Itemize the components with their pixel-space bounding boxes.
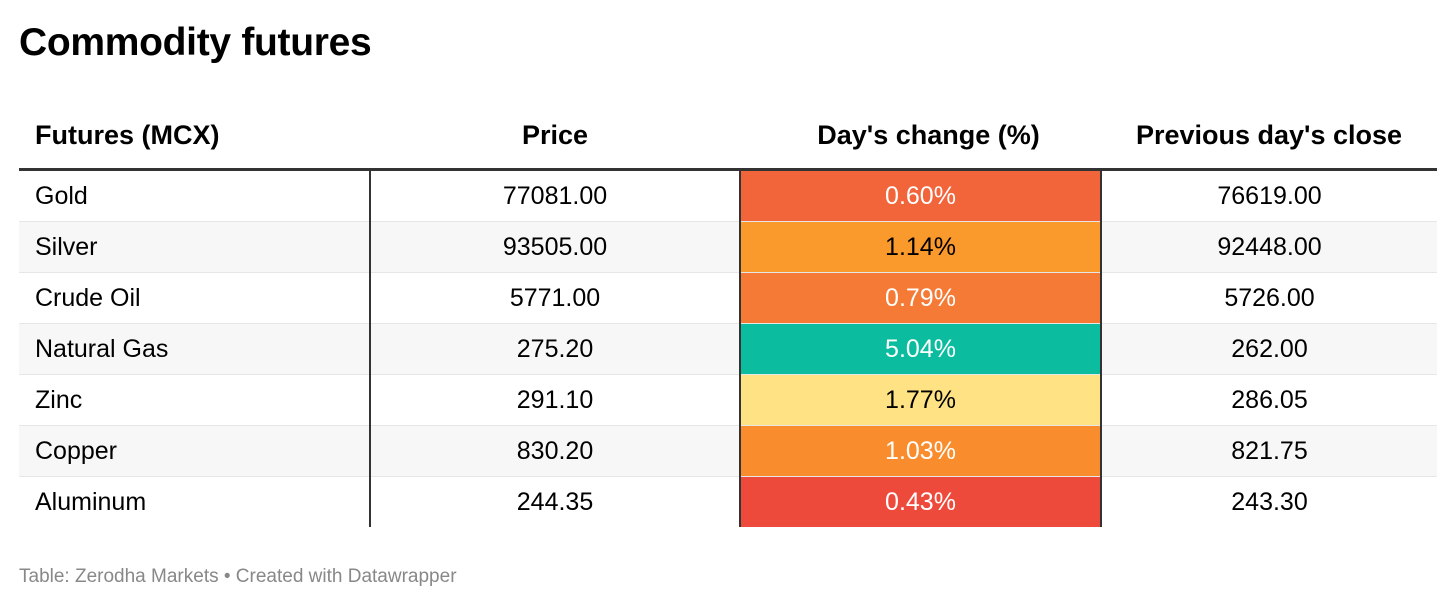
table-header-row: Futures (MCX) Price Day's change (%) Pre… bbox=[19, 103, 1437, 171]
cell-futures: Copper bbox=[19, 425, 371, 477]
table-row: Copper 830.20 1.03% 821.75 bbox=[19, 425, 1437, 477]
cell-previous-close: 76619.00 bbox=[1101, 169, 1437, 222]
cell-previous-close: 92448.00 bbox=[1101, 221, 1437, 273]
cell-days-change: 0.60% bbox=[739, 169, 1102, 222]
column-header-previous-close[interactable]: Previous day's close bbox=[1101, 103, 1437, 171]
cell-days-change: 1.77% bbox=[739, 374, 1102, 426]
table-row: Natural Gas 275.20 5.04% 262.00 bbox=[19, 323, 1437, 375]
cell-price: 830.20 bbox=[370, 425, 740, 477]
cell-price: 244.35 bbox=[516, 487, 594, 516]
cell-futures: Natural Gas bbox=[19, 323, 371, 375]
table-row: Aluminum 244.35 0.43% 243.30 bbox=[19, 476, 1437, 527]
table-row: Crude Oil 5771.00 0.79% 5726.00 bbox=[19, 272, 1437, 324]
cell-days-change: 0.79% bbox=[739, 272, 1102, 324]
table-body: Gold 77081.00 0.60% 76619.00 Silver 93505.00 1… bbox=[19, 169, 1437, 527]
cell-days-change: 5.04% bbox=[739, 323, 1102, 375]
cell-days-change: 0.43% bbox=[739, 476, 1102, 527]
column-header-futures[interactable]: Futures (MCX) bbox=[19, 103, 370, 171]
cell-previous-close: 262.00 bbox=[1101, 323, 1437, 375]
cell-futures: Crude Oil bbox=[19, 272, 371, 324]
cell-futures: Silver bbox=[19, 221, 371, 273]
cell-previous-close: 286.05 bbox=[1101, 374, 1437, 426]
cell-previous-close: 821.75 bbox=[1101, 425, 1437, 477]
cell-days-change: 1.14% bbox=[739, 221, 1102, 273]
source-note: Table: Zerodha Markets • Created with Da… bbox=[19, 566, 457, 587]
cell-futures: Zinc bbox=[19, 374, 371, 426]
table-row: Gold 77081.00 0.60% 76619.00 bbox=[19, 169, 1437, 222]
cell-futures: Gold bbox=[19, 169, 371, 222]
cell-price: 5771.00 bbox=[370, 272, 740, 324]
cell-days-change: 1.03% bbox=[739, 425, 1102, 477]
cell-previous-close: 5726.00 bbox=[1101, 272, 1437, 324]
cell-futures: Aluminum bbox=[19, 476, 371, 527]
table-row: Zinc 291.10 1.77% 286.05 bbox=[19, 374, 1437, 426]
cell-previous-close: 243.30 bbox=[1231, 487, 1308, 516]
column-header-price[interactable]: Price bbox=[370, 103, 740, 171]
table-row: Silver 93505.00 1.14% 92448.00 bbox=[19, 221, 1437, 273]
cell-price: 275.20 bbox=[370, 323, 740, 375]
commodity-table: Futures (MCX) Price Day's change (%) Pre… bbox=[19, 103, 1437, 527]
cell-price: 77081.00 bbox=[370, 169, 740, 222]
cell-price: 291.10 bbox=[370, 374, 740, 426]
cell-price: 93505.00 bbox=[370, 221, 740, 273]
chart-title: Commodity futures bbox=[19, 21, 372, 64]
column-header-days-change[interactable]: Day's change (%) bbox=[740, 103, 1101, 171]
